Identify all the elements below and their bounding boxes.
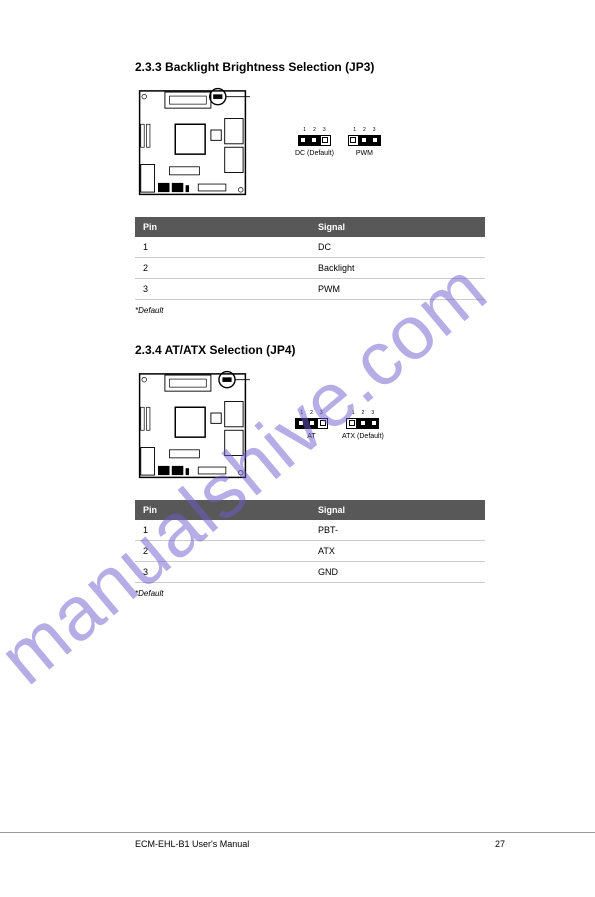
pin bbox=[295, 418, 306, 429]
th-pin: Pin bbox=[135, 500, 310, 520]
section-title: 2.3.4 AT/ATX Selection (JP4) bbox=[135, 343, 485, 357]
pin bbox=[306, 418, 317, 429]
pin bbox=[346, 418, 357, 429]
table-row: 2ATX bbox=[135, 541, 485, 562]
pin-table: Pin Signal 1PBT- 2ATX 3GND bbox=[135, 500, 485, 583]
page-content: 2.3.3 Backlight Brightness Selection (JP… bbox=[0, 0, 595, 666]
section-title: 2.3.3 Backlight Brightness Selection (JP… bbox=[135, 60, 485, 74]
diagram-row: 123 AT 123 ATX (Default) bbox=[135, 367, 485, 482]
th-pin: Pin bbox=[135, 217, 310, 237]
section-1: 2.3.3 Backlight Brightness Selection (JP… bbox=[135, 60, 485, 315]
th-signal: Signal bbox=[310, 217, 485, 237]
jumper-option: 123 ATX (Default) bbox=[342, 410, 384, 440]
table-row: 3GND bbox=[135, 562, 485, 583]
pin bbox=[298, 135, 309, 146]
jumper-selector: 123 AT 123 ATX (Default) bbox=[295, 410, 384, 440]
pin-table: Pin Signal 1DC 2Backlight 3PWM bbox=[135, 217, 485, 300]
pin bbox=[368, 418, 379, 429]
pin bbox=[309, 135, 320, 146]
jumper-caption: AT bbox=[307, 433, 315, 440]
pin bbox=[348, 135, 359, 146]
footer-left: ECM-EHL-B1 User's Manual bbox=[135, 839, 249, 849]
page-footer: ECM-EHL-B1 User's Manual 27 bbox=[0, 832, 595, 849]
footer-page-number: 27 bbox=[495, 839, 505, 849]
board-diagram bbox=[135, 367, 250, 482]
jumper-caption: ATX (Default) bbox=[342, 433, 384, 440]
pin bbox=[317, 418, 328, 429]
board-diagram bbox=[135, 84, 250, 199]
jumper-option: 123 PWM bbox=[348, 127, 381, 157]
pin bbox=[357, 418, 368, 429]
pin bbox=[370, 135, 381, 146]
table-row: 1DC bbox=[135, 237, 485, 258]
jumper-caption: DC (Default) bbox=[295, 150, 334, 157]
pin bbox=[320, 135, 331, 146]
section-2: 2.3.4 AT/ATX Selection (JP4) bbox=[135, 343, 485, 598]
jumper-caption: PWM bbox=[356, 150, 373, 157]
default-note: *Default bbox=[135, 589, 485, 598]
table-row: 1PBT- bbox=[135, 520, 485, 541]
default-note: *Default bbox=[135, 306, 485, 315]
table-row: 2Backlight bbox=[135, 258, 485, 279]
pin bbox=[359, 135, 370, 146]
diagram-row: 123 DC (Default) 123 PWM bbox=[135, 84, 485, 199]
th-signal: Signal bbox=[310, 500, 485, 520]
table-row: 3PWM bbox=[135, 279, 485, 300]
jumper-selector: 123 DC (Default) 123 PWM bbox=[295, 127, 381, 157]
jumper-option: 123 DC (Default) bbox=[295, 127, 334, 157]
jumper-option: 123 AT bbox=[295, 410, 328, 440]
